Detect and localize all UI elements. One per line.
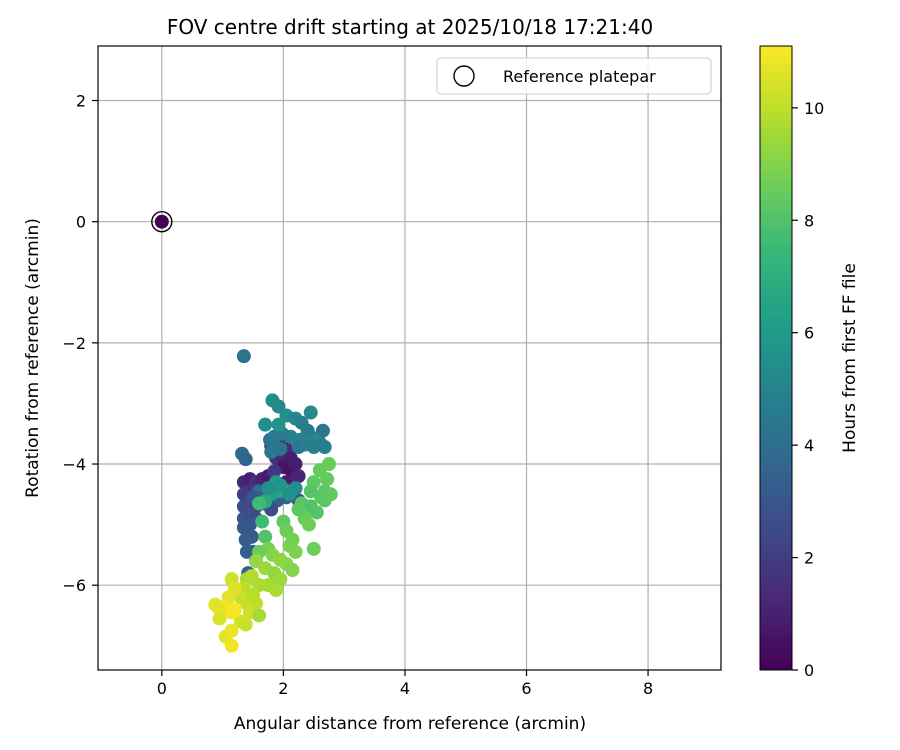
colorbar-tick-label: 6 bbox=[804, 324, 814, 343]
data-point bbox=[244, 529, 259, 544]
data-point bbox=[224, 623, 239, 638]
reference-marker-ring bbox=[151, 210, 173, 233]
data-point bbox=[291, 502, 306, 517]
colorbar-tick-label: 0 bbox=[804, 661, 814, 680]
data-point bbox=[267, 464, 282, 479]
data-point bbox=[271, 399, 286, 414]
data-point bbox=[252, 496, 267, 511]
y-tick-label: 2 bbox=[76, 92, 86, 111]
data-point bbox=[285, 563, 300, 578]
data-point bbox=[273, 572, 288, 587]
legend: Reference platepar bbox=[436, 57, 712, 95]
data-point bbox=[269, 583, 284, 598]
y-tick-label: −6 bbox=[62, 576, 86, 595]
colorbar-tick-label: 2 bbox=[804, 549, 814, 568]
plot-frame bbox=[97, 45, 722, 671]
colorbar-tick-label: 10 bbox=[804, 99, 824, 118]
data-point bbox=[236, 349, 251, 364]
y-tick-label: 0 bbox=[76, 213, 86, 232]
data-point bbox=[303, 405, 318, 420]
colorbar-tick-label: 4 bbox=[804, 436, 814, 455]
x-axis-ticks: 0 2 4 6 8 bbox=[157, 670, 653, 698]
data-point bbox=[300, 423, 315, 438]
data-point bbox=[288, 544, 303, 559]
data-point bbox=[258, 529, 273, 544]
legend-box bbox=[436, 57, 712, 95]
y-tick-label: −4 bbox=[62, 455, 86, 474]
data-point bbox=[271, 417, 286, 432]
legend-entry-reference: Reference platepar bbox=[503, 67, 656, 86]
legend-marker-icon bbox=[453, 65, 475, 87]
x-tick-label: 6 bbox=[521, 679, 531, 698]
data-point bbox=[224, 638, 239, 653]
data-point bbox=[273, 478, 288, 493]
x-tick-label: 8 bbox=[643, 679, 653, 698]
colorbar bbox=[759, 45, 793, 671]
data-point bbox=[227, 602, 242, 617]
colorbar-ticks: 0 2 4 6 8 10 bbox=[792, 99, 824, 680]
data-point bbox=[255, 514, 270, 529]
data-point bbox=[242, 517, 257, 532]
x-tick-label: 2 bbox=[278, 679, 288, 698]
x-axis-label: Angular distance from reference (arcmin) bbox=[234, 714, 586, 734]
data-point bbox=[309, 505, 324, 520]
data-point bbox=[301, 517, 316, 532]
reference-point bbox=[154, 214, 169, 229]
data-point bbox=[317, 440, 332, 455]
data-point bbox=[208, 597, 223, 612]
grid-lines bbox=[98, 46, 721, 670]
data-points bbox=[151, 210, 338, 653]
y-axis-label: Rotation from reference (arcmin) bbox=[23, 218, 43, 498]
data-point bbox=[258, 417, 273, 432]
data-point bbox=[252, 608, 267, 623]
data-point bbox=[288, 481, 303, 496]
data-point bbox=[323, 487, 338, 502]
x-tick-label: 4 bbox=[400, 679, 410, 698]
y-axis-ticks: −6 −4 −2 0 2 bbox=[62, 92, 98, 595]
data-point bbox=[238, 617, 253, 632]
data-point bbox=[315, 423, 330, 438]
data-point bbox=[306, 541, 321, 556]
y-tick-label: −2 bbox=[62, 334, 86, 353]
colorbar-tick-label: 8 bbox=[804, 211, 814, 230]
data-point bbox=[238, 452, 253, 467]
data-point bbox=[261, 481, 276, 496]
x-tick-label: 0 bbox=[157, 679, 167, 698]
colorbar-label: Hours from first FF file bbox=[840, 263, 860, 453]
data-point bbox=[273, 441, 288, 456]
data-point bbox=[212, 611, 227, 626]
data-point bbox=[312, 463, 327, 478]
data-point bbox=[303, 484, 318, 499]
data-point bbox=[288, 457, 303, 472]
data-point bbox=[291, 469, 306, 484]
data-point bbox=[306, 440, 321, 455]
chart-title: FOV centre drift starting at 2025/10/18 … bbox=[167, 15, 653, 39]
